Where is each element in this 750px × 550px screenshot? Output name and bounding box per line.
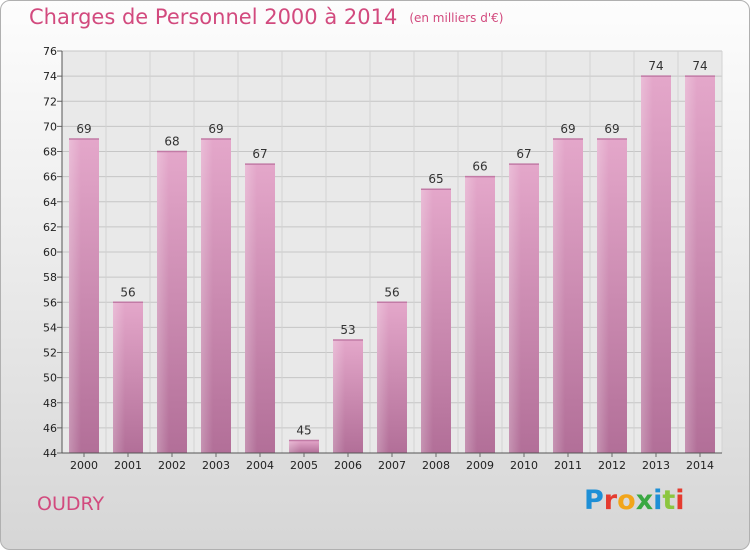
x-tick-label-2010: 2010 bbox=[510, 459, 538, 472]
x-tick-label-2001: 2001 bbox=[114, 459, 142, 472]
x-tick-label-2003: 2003 bbox=[202, 459, 230, 472]
y-tick-label: 64 bbox=[43, 196, 57, 209]
bar-layer: 69 56 68 69 67 45 53 56 65 66 67 69 69 74 74 bbox=[69, 59, 715, 453]
x-tick-label-2008: 2008 bbox=[422, 459, 450, 472]
x-tick-label-2011: 2011 bbox=[554, 459, 582, 472]
data-label-2000: 69 bbox=[76, 122, 91, 136]
axis-layer: 44 46 48 50 52 54 56 58 60 62 64 66 68 70 72 74 76 2000 20… bbox=[43, 45, 722, 472]
bar-highlight-2014 bbox=[685, 76, 715, 453]
data-label-2007: 56 bbox=[384, 285, 399, 299]
data-label-2001: 56 bbox=[120, 285, 135, 299]
data-label-2003: 69 bbox=[208, 122, 223, 136]
chart-subtitle: (en milliers d'€) bbox=[409, 11, 504, 25]
y-tick-label: 58 bbox=[43, 271, 57, 284]
y-tick-label: 72 bbox=[43, 95, 57, 108]
y-tick-label: 76 bbox=[43, 45, 57, 58]
x-tick-label-2013: 2013 bbox=[642, 459, 670, 472]
y-tick-label: 62 bbox=[43, 221, 57, 234]
chart-title: Charges de Personnel 2000 à 2014 (en mill… bbox=[29, 5, 503, 29]
y-tick-label: 60 bbox=[43, 246, 57, 259]
bar-highlight-2006 bbox=[333, 339, 363, 453]
data-label-2011: 69 bbox=[560, 122, 575, 136]
y-tick-label: 70 bbox=[43, 120, 57, 133]
bar-highlight-2003 bbox=[201, 138, 231, 453]
bar-highlight-2001 bbox=[113, 302, 143, 453]
y-tick-label: 52 bbox=[43, 347, 57, 360]
proxiti-logo: Proxiti bbox=[584, 485, 685, 516]
y-tick-label: 44 bbox=[43, 447, 57, 460]
data-label-2004: 67 bbox=[252, 147, 267, 161]
x-tick-label-2009: 2009 bbox=[466, 459, 494, 472]
bar-highlight-2012 bbox=[597, 138, 627, 453]
y-tick-label: 50 bbox=[43, 372, 57, 385]
y-tick-label: 68 bbox=[43, 146, 57, 159]
x-tick-label-2012: 2012 bbox=[598, 459, 626, 472]
chart-title-text: Charges de Personnel 2000 à 2014 bbox=[29, 5, 398, 29]
data-label-2009: 66 bbox=[472, 160, 487, 174]
x-tick-label-2007: 2007 bbox=[378, 459, 406, 472]
x-tick-label-2014: 2014 bbox=[686, 459, 714, 472]
data-label-2014: 74 bbox=[692, 59, 707, 73]
bar-highlight-2010 bbox=[509, 164, 539, 453]
data-label-2012: 69 bbox=[604, 122, 619, 136]
y-tick-label: 66 bbox=[43, 171, 57, 184]
data-label-2013: 74 bbox=[648, 59, 663, 73]
bar-highlight-2007 bbox=[377, 302, 407, 453]
bar-highlight-2004 bbox=[245, 164, 275, 453]
bar-highlight-2009 bbox=[465, 176, 495, 453]
data-label-2005: 45 bbox=[296, 423, 311, 437]
bar-highlight-2005 bbox=[289, 440, 319, 453]
data-label-2010: 67 bbox=[516, 147, 531, 161]
y-tick-label: 54 bbox=[43, 321, 57, 334]
commune-name: OUDRY bbox=[37, 493, 105, 515]
bar-highlight-2011 bbox=[553, 138, 583, 453]
y-tick-label: 56 bbox=[43, 296, 57, 309]
x-tick-label-2002: 2002 bbox=[158, 459, 186, 472]
bar-highlight-2008 bbox=[421, 189, 451, 453]
x-tick-label-2006: 2006 bbox=[334, 459, 362, 472]
bar-highlight-2002 bbox=[157, 151, 187, 453]
bar-highlight-2000 bbox=[69, 138, 99, 453]
data-label-2002: 68 bbox=[164, 135, 179, 149]
x-tick-label-2000: 2000 bbox=[70, 459, 98, 472]
x-tick-label-2005: 2005 bbox=[290, 459, 318, 472]
y-tick-label: 74 bbox=[43, 70, 57, 83]
data-label-2006: 53 bbox=[340, 323, 355, 337]
y-tick-label: 46 bbox=[43, 422, 57, 435]
y-tick-label: 48 bbox=[43, 397, 57, 410]
data-label-2008: 65 bbox=[428, 172, 443, 186]
bar-highlight-2013 bbox=[641, 76, 671, 453]
x-tick-label-2004: 2004 bbox=[246, 459, 274, 472]
